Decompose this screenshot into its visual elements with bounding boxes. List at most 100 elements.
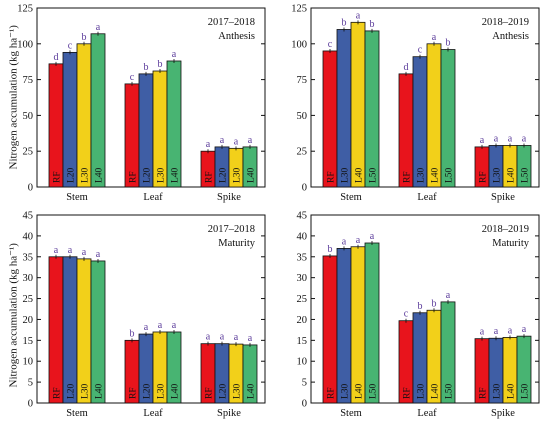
significance-letter: a [508, 325, 513, 336]
category-label: L40 [95, 167, 105, 183]
significance-letter: b [370, 19, 375, 30]
significance-letter: a [342, 236, 347, 247]
category-label: RF [479, 171, 489, 183]
season-label: 2018–2019 [482, 224, 529, 235]
category-label: RF [53, 171, 63, 183]
category-label: L30 [81, 383, 91, 399]
significance-letter: d [54, 52, 59, 63]
category-label: RF [205, 171, 215, 183]
significance-letter: a [82, 247, 87, 258]
y-tick-label: 10 [23, 357, 34, 368]
group-label: Stem [66, 192, 88, 203]
significance-letter: a [446, 290, 451, 301]
group-label: Leaf [417, 192, 437, 203]
category-label: RF [403, 387, 413, 399]
category-label: L40 [355, 167, 365, 183]
category-label: RF [479, 387, 489, 399]
category-label: L30 [233, 383, 243, 399]
category-label: L50 [369, 383, 379, 399]
bar [62, 256, 78, 404]
category-label: L30 [157, 167, 167, 183]
significance-letter: a [220, 135, 225, 146]
y-tick-label: 125 [291, 4, 307, 15]
category-label: L40 [171, 167, 181, 183]
significance-letter: a [356, 10, 361, 21]
y-tick-label: 15 [23, 336, 34, 347]
y-tick-label: 75 [297, 75, 308, 86]
category-label: L50 [445, 383, 455, 399]
significance-letter: c [418, 45, 423, 56]
category-label: RF [205, 387, 215, 399]
category-label: L30 [493, 383, 503, 399]
y-tick-label: 10 [297, 357, 308, 368]
significance-letter: a [234, 332, 239, 343]
chart-panel-top-left: 0 25 50 75 100 125 2017–2018 Anthesis d RF c L20 b L3… [17, 4, 266, 203]
category-label: L40 [431, 167, 441, 183]
group-label: Stem [66, 408, 88, 419]
bar [48, 256, 64, 404]
category-label: L30 [417, 167, 427, 183]
significance-letter: a [432, 32, 437, 43]
significance-letter: c [328, 39, 333, 50]
y-tick-label: 30 [23, 273, 34, 284]
category-label: RF [129, 387, 139, 399]
significance-letter: b [418, 301, 423, 312]
group-label: Spike [491, 192, 515, 203]
category-label: RF [53, 387, 63, 399]
stage-label: Maturity [492, 238, 529, 249]
significance-letter: a [96, 22, 101, 33]
category-label: L50 [445, 167, 455, 183]
bar [322, 50, 338, 188]
bar [48, 63, 64, 188]
stage-label: Anthesis [492, 31, 529, 42]
y-tick-label: 45 [23, 211, 34, 222]
significance-letter: a [96, 249, 101, 260]
y-tick-label: 5 [302, 378, 307, 389]
y-tick-label: 5 [28, 378, 33, 389]
significance-letter: b [342, 17, 347, 28]
y-tick-label: 25 [297, 294, 308, 305]
category-label: L20 [219, 167, 229, 183]
significance-letter: a [220, 332, 225, 343]
significance-letter: a [206, 139, 211, 150]
significance-letter: a [248, 333, 253, 344]
y-tick-label: 20 [23, 315, 34, 326]
significance-letter: b [130, 328, 135, 339]
category-label: L40 [171, 383, 181, 399]
category-label: L50 [521, 383, 531, 399]
significance-letter: a [522, 133, 527, 144]
bar [322, 255, 338, 404]
y-tick-label: 45 [297, 211, 308, 222]
y-tick-label: 0 [302, 399, 307, 410]
category-label: L20 [67, 167, 77, 183]
season-label: 2017–2018 [208, 224, 255, 235]
y-tick-label: 40 [23, 231, 34, 242]
significance-letter: a [68, 245, 73, 256]
significance-letter: a [494, 326, 499, 337]
category-label: L40 [247, 383, 257, 399]
bar [62, 51, 78, 188]
significance-letter: b [328, 244, 333, 255]
y-tick-label: 25 [23, 294, 34, 305]
category-label: RF [129, 171, 139, 183]
season-label: 2017–2018 [208, 17, 255, 28]
season-label: 2018–2019 [482, 17, 529, 28]
category-label: L40 [507, 167, 517, 183]
group-label: Stem [340, 408, 362, 419]
significance-letter: a [522, 324, 527, 335]
y-tick-label: 75 [23, 75, 34, 86]
significance-letter: d [404, 62, 409, 73]
significance-letter: a [206, 332, 211, 343]
category-label: RF [403, 171, 413, 183]
significance-letter: a [370, 231, 375, 242]
y-tick-label: 0 [28, 183, 33, 194]
bar [336, 29, 352, 188]
significance-letter: b [158, 59, 163, 70]
y-tick-label: 50 [297, 111, 308, 122]
bar [336, 248, 352, 404]
significance-letter: a [158, 320, 163, 331]
significance-letter: a [144, 322, 149, 333]
category-label: L40 [95, 383, 105, 399]
bar [440, 49, 456, 188]
